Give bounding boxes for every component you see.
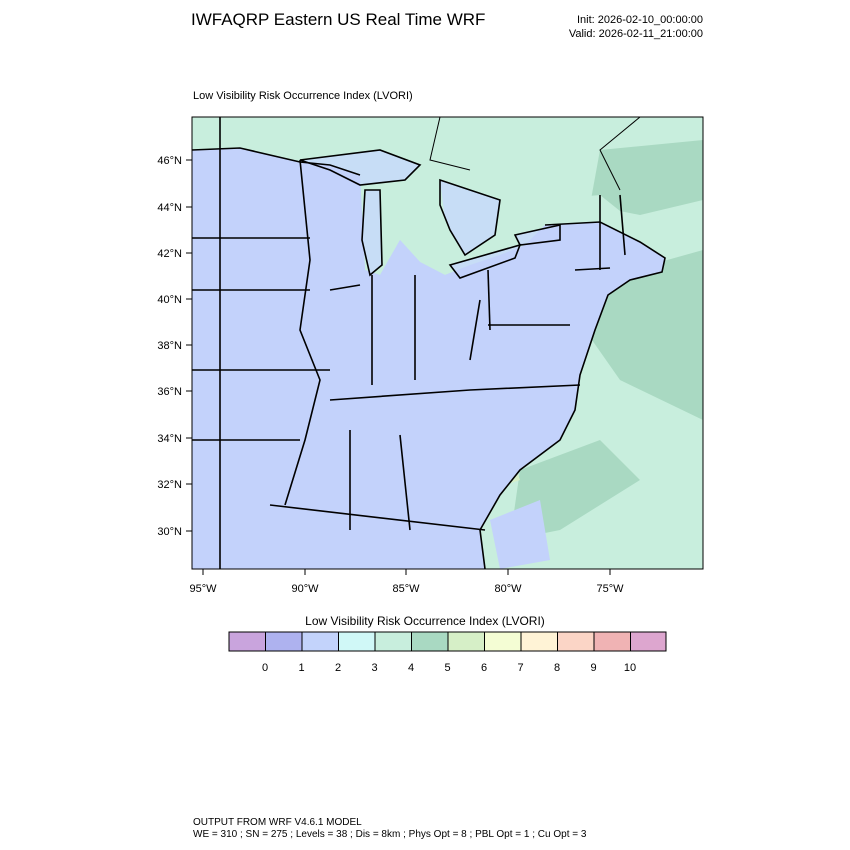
lake-huron: [440, 180, 500, 255]
colorbar-swatch-3: [338, 631, 376, 652]
michigan-north-patch: [385, 180, 445, 235]
colorbar-swatch-8: [520, 631, 558, 652]
colorbar-label: 8: [553, 662, 561, 674]
lat-label: 34°N: [157, 433, 182, 445]
colorbar-label: 4: [407, 662, 415, 674]
atlantic-low-area: [490, 500, 550, 569]
lake-michigan: [362, 190, 382, 275]
colorbar-label: 2: [334, 662, 342, 674]
colorbar-swatch-7: [484, 631, 522, 652]
valid-time: Valid: 2026-02-11_21:00:00: [568, 28, 703, 40]
main-title: IWFAQRP Eastern US Real Time WRF: [191, 10, 486, 29]
footer-model: OUTPUT FROM WRF V4.6.1 MODEL: [193, 817, 362, 828]
lon-label: 80°W: [494, 583, 522, 595]
map-area: [192, 117, 703, 569]
colorbar-swatch-0: [228, 631, 266, 652]
lat-label: 30°N: [157, 526, 182, 538]
colorbar-label: 1: [298, 662, 305, 674]
colorbar-swatch-2: [301, 631, 339, 652]
colorbar-label: 0: [261, 662, 269, 674]
lat-label: 32°N: [157, 479, 182, 491]
lon-label: 90°W: [291, 583, 319, 595]
plot-title: Low Visibility Risk Occurrence Index (LV…: [193, 90, 413, 102]
state-boundaries: [192, 117, 666, 569]
colorbar-swatch-9: [557, 631, 595, 652]
init-time: Init: 2026-02-10_00:00:00: [577, 14, 703, 26]
colorbar-label: 3: [371, 662, 378, 674]
colorbar-swatch-5: [411, 631, 449, 652]
lon-label: 75°W: [596, 583, 624, 595]
colorbar-label: 9: [590, 662, 597, 674]
lat-label: 46°N: [157, 155, 182, 167]
footer-config: WE = 310 ; SN = 275 ; Levels = 38 ; Dis …: [193, 829, 587, 840]
lat-label: 36°N: [157, 386, 182, 398]
colorbar-swatch-11: [630, 631, 667, 652]
colorbar-title: Low Visibility Risk Occurrence Index (LV…: [305, 614, 545, 628]
lat-ticks: [186, 159, 192, 532]
colorbar-swatch-6: [447, 631, 485, 652]
canada-boundaries: [429, 117, 641, 191]
colorbar: [228, 631, 667, 652]
lat-label: 44°N: [157, 202, 182, 214]
colorbar-swatch-10: [593, 631, 631, 652]
lat-label: 42°N: [157, 248, 182, 260]
colorbar-swatch-1: [265, 631, 303, 652]
colorbar-label: 5: [444, 662, 451, 674]
canada-east-band: [590, 140, 703, 215]
lat-label: 40°N: [157, 294, 182, 306]
colorbar-swatch-4: [374, 631, 412, 652]
colorbar-label: 6: [480, 662, 488, 674]
map-frame: [191, 116, 704, 570]
colorbar-label: 10: [623, 662, 637, 674]
colorbar-label: 7: [517, 662, 524, 674]
lon-ticks: [202, 569, 611, 575]
lat-label: 38°N: [157, 340, 182, 352]
lon-label: 95°W: [189, 583, 217, 595]
lake-superior: [300, 150, 420, 185]
lon-label: 85°W: [392, 583, 420, 595]
